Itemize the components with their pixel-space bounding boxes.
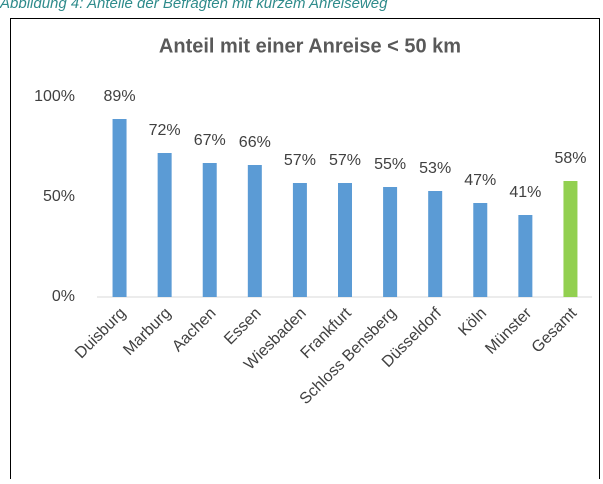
x-tick-label: Gesamt — [529, 304, 581, 356]
value-label: 58% — [554, 150, 586, 167]
bar — [338, 183, 352, 297]
x-tick-label: Essen — [221, 305, 264, 348]
x-tick-label: Aachen — [169, 305, 219, 355]
bar — [247, 165, 262, 297]
bar — [157, 153, 172, 297]
x-tick-label: Duisburg — [72, 305, 129, 362]
y-tick-label: 100% — [34, 88, 75, 105]
value-label: 55% — [374, 156, 406, 173]
value-label: 57% — [284, 152, 316, 169]
bar — [383, 187, 398, 297]
chart-frame — [10, 18, 600, 484]
caption: Abbildung 4: Anteile der Befragten mit k… — [0, 0, 388, 12]
bar — [202, 163, 217, 297]
bar — [112, 119, 127, 297]
bar — [473, 203, 488, 297]
bar — [292, 183, 307, 297]
bar — [518, 215, 533, 297]
value-label: 89% — [104, 88, 136, 105]
value-label: 57% — [329, 152, 361, 169]
value-label: 53% — [419, 160, 451, 177]
x-tick-label: Köln — [455, 305, 490, 340]
value-label: 41% — [509, 184, 541, 201]
bar — [428, 191, 443, 297]
value-label: 67% — [194, 132, 226, 149]
value-label: 72% — [149, 122, 181, 139]
x-tick-label: Münster — [482, 304, 535, 357]
x-tick-label: Marburg — [120, 305, 174, 359]
value-label: 47% — [464, 172, 496, 189]
chart-title: Anteil mit einer Anreise < 50 km — [159, 35, 461, 57]
bar — [563, 181, 578, 297]
y-tick-label: 50% — [43, 188, 75, 205]
y-tick-label: 0% — [52, 288, 75, 305]
value-label: 66% — [239, 134, 271, 151]
